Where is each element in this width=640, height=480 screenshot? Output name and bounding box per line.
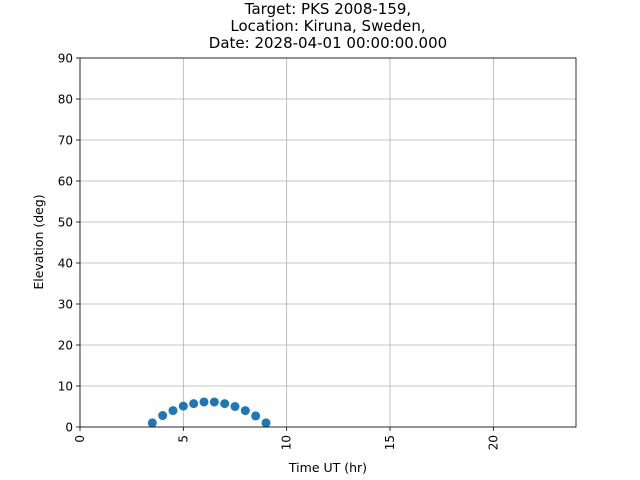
- y-axis-label: Elevation (deg): [31, 194, 46, 289]
- data-point: [147, 418, 157, 428]
- data-point: [230, 402, 240, 411]
- x-tick-label: 5: [176, 435, 190, 443]
- y-tick-label: 10: [58, 380, 73, 394]
- axis-ticks: 0 5 10 15 20 0 10 20 30 40 50 60 70 80 90: [58, 52, 501, 451]
- data-point: [158, 411, 168, 421]
- y-tick-label: 20: [58, 339, 73, 353]
- y-tick-label: 90: [58, 52, 73, 66]
- data-point: [251, 411, 261, 421]
- grid-lines: [79, 57, 576, 428]
- data-point: [178, 401, 188, 411]
- data-point: [209, 397, 219, 407]
- chart-title-line-2: Location: Kiruna, Sweden,: [230, 17, 425, 35]
- x-tick-label: 0: [73, 435, 87, 443]
- y-tick-label: 0: [65, 421, 73, 435]
- chart-title-line-1: Target: PKS 2008-159,: [244, 0, 411, 18]
- x-axis-label: Time UT (hr): [288, 460, 367, 475]
- data-point: [199, 397, 209, 407]
- y-tick-label: 60: [58, 175, 73, 189]
- x-tick-label: 20: [486, 435, 500, 450]
- data-point: [240, 406, 250, 416]
- y-tick-label: 40: [58, 257, 73, 271]
- y-tick-label: 30: [58, 298, 73, 312]
- y-tick-label: 80: [58, 93, 73, 107]
- y-tick-label: 70: [58, 134, 73, 148]
- data-points: [147, 397, 271, 428]
- data-point: [220, 399, 230, 409]
- chart-title-line-3: Date: 2028-04-01 00:00:00.000: [209, 34, 447, 52]
- data-point: [261, 418, 271, 428]
- y-tick-label: 50: [58, 216, 73, 230]
- x-tick-label: 10: [280, 435, 294, 450]
- data-point: [189, 399, 199, 409]
- data-point: [168, 406, 178, 416]
- x-tick-label: 15: [383, 435, 397, 450]
- plot-frame: [79, 57, 577, 428]
